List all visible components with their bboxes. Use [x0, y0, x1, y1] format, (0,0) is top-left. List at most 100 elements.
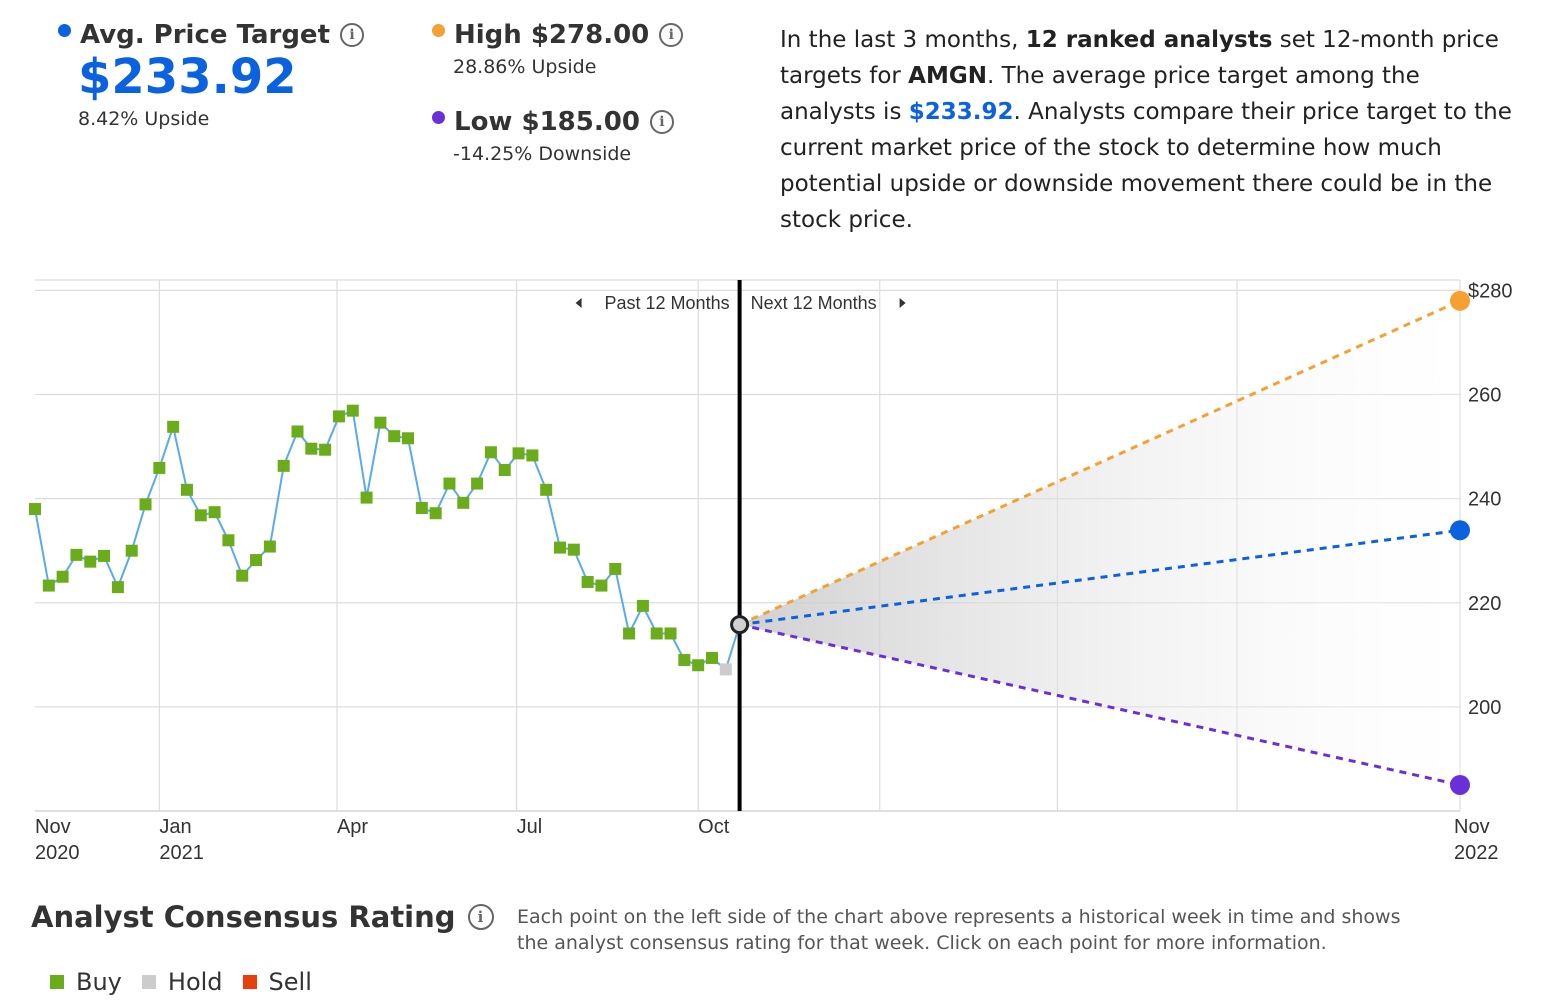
high-dot-icon: [432, 23, 445, 37]
rating-point-buy[interactable]: [540, 483, 553, 496]
legend-label: Buy: [76, 968, 122, 996]
rating-point-buy[interactable]: [664, 627, 677, 640]
rating-point-buy[interactable]: [595, 579, 608, 592]
rating-legend: Buy Hold Sell: [50, 968, 332, 996]
price-target-chart: $280 260 240 220 200 Nov 2020 Jan 2021 Apr Jul Oct N…: [29, 279, 1513, 864]
rating-point-buy[interactable]: [139, 498, 152, 511]
rating-point-buy[interactable]: [305, 442, 318, 455]
analyst-summary: In the last 3 months, 12 ranked analysts…: [780, 22, 1520, 238]
x-tick-label: Nov: [1454, 816, 1490, 838]
rating-point-buy[interactable]: [471, 477, 484, 490]
rating-point-buy[interactable]: [457, 496, 470, 509]
summary-text-3: . The average price target among the ana…: [780, 63, 1420, 125]
rating-point-buy[interactable]: [332, 410, 345, 423]
avg-price-target-label: Avg. Price Target: [80, 20, 330, 50]
rating-point-buy[interactable]: [636, 599, 649, 612]
rating-point-buy[interactable]: [98, 549, 111, 562]
avg-price-target-header: Avg. Price Target i: [58, 20, 364, 50]
rating-point-buy[interactable]: [56, 570, 69, 583]
rating-point-buy[interactable]: [402, 432, 415, 445]
legend-item-buy: Buy: [50, 968, 122, 996]
projection-point-avg[interactable]: [1450, 520, 1470, 541]
current-price-point[interactable]: [730, 615, 750, 635]
rating-point-buy[interactable]: [374, 416, 387, 429]
projection-point-high[interactable]: [1450, 290, 1470, 311]
x-tick-label: Oct: [698, 816, 730, 838]
projection-fan: [739, 300, 1460, 785]
rating-point-buy[interactable]: [250, 554, 263, 567]
x-tick-label: Nov: [35, 816, 71, 838]
rating-point-buy[interactable]: [42, 579, 55, 592]
rating-point-buy[interactable]: [567, 543, 580, 556]
info-icon[interactable]: i: [649, 110, 674, 134]
rating-point-buy[interactable]: [360, 491, 373, 504]
today-divider: [730, 280, 750, 811]
high-price-target-label: High $278.00: [454, 20, 650, 50]
next-12-months-label: Next 12 Months: [751, 293, 877, 313]
rating-point-buy[interactable]: [705, 651, 718, 664]
info-icon[interactable]: i: [467, 904, 494, 930]
rating-point-buy[interactable]: [443, 477, 456, 490]
projection-line-avg: [739, 528, 1461, 627]
rating-point-buy[interactable]: [29, 503, 41, 516]
rating-point-buy[interactable]: [153, 461, 166, 474]
axis-labels: $280 260 240 220 200 Nov 2020 Jan 2021 Apr Jul Oct N…: [35, 280, 1513, 864]
rating-point-buy[interactable]: [388, 430, 401, 443]
y-tick-label: 200: [1468, 697, 1501, 719]
rating-point-buy[interactable]: [346, 404, 359, 417]
avg-dot-icon: [58, 23, 71, 37]
rating-point-buy[interactable]: [111, 581, 124, 594]
rating-point-buy[interactable]: [512, 447, 525, 460]
info-icon[interactable]: i: [340, 23, 364, 47]
rating-point-buy[interactable]: [70, 548, 83, 561]
consensus-rating-label: Analyst Consensus Rating: [31, 900, 456, 934]
y-tick-label: $280: [1468, 280, 1513, 302]
rating-point-buy[interactable]: [484, 446, 497, 459]
summary-text-2: set 12-month price targets for: [780, 27, 1499, 89]
low-price-target: Low $185.00 i -14.25% Downside: [432, 107, 674, 165]
rating-point-buy[interactable]: [623, 627, 636, 640]
rating-point-buy[interactable]: [692, 659, 705, 672]
rating-points: [29, 404, 732, 676]
legend-swatch: [50, 975, 64, 989]
legend-label: Sell: [268, 968, 312, 996]
rating-point-buy[interactable]: [319, 443, 332, 456]
rating-point-buy[interactable]: [415, 502, 428, 515]
rating-point-buy[interactable]: [208, 506, 221, 519]
rating-point-buy[interactable]: [84, 555, 97, 568]
rating-point-buy[interactable]: [277, 459, 290, 472]
high-upside: 28.86% Upside: [453, 56, 597, 78]
low-downside: -14.25% Downside: [453, 143, 632, 165]
rating-point-buy[interactable]: [236, 569, 249, 582]
rating-point-buy[interactable]: [429, 507, 442, 520]
rating-point-hold[interactable]: [719, 663, 732, 676]
summary-ticker: AMGN: [908, 63, 987, 89]
rating-point-buy[interactable]: [180, 483, 193, 496]
rating-point-buy[interactable]: [291, 425, 304, 438]
rating-point-buy[interactable]: [581, 575, 594, 588]
rating-point-buy[interactable]: [263, 540, 276, 553]
rating-point-buy[interactable]: [526, 449, 539, 462]
rating-point-buy[interactable]: [222, 534, 235, 547]
arrow-left-icon: [575, 298, 582, 308]
rating-point-buy[interactable]: [678, 654, 691, 667]
rating-point-buy[interactable]: [498, 464, 511, 477]
x-tick-year: 2022: [1454, 842, 1499, 864]
rating-point-buy[interactable]: [650, 627, 663, 640]
past-12-months-label: Past 12 Months: [605, 293, 730, 313]
rating-point-buy[interactable]: [194, 509, 207, 522]
projection-end-points: [1450, 290, 1470, 795]
info-icon[interactable]: i: [659, 23, 684, 47]
rating-point-buy[interactable]: [167, 420, 180, 433]
consensus-rating-title: Analyst Consensus Rating i: [31, 900, 494, 934]
rating-point-buy[interactable]: [609, 562, 622, 575]
legend-item-sell: Sell: [242, 968, 312, 996]
rating-point-buy[interactable]: [554, 541, 566, 554]
projection-point-low[interactable]: [1450, 774, 1470, 795]
summary-avg-target: $233.92: [908, 99, 1014, 125]
legend-swatch: [141, 975, 156, 989]
legend-label: Hold: [167, 968, 223, 996]
x-tick-year: 2021: [159, 842, 204, 864]
price-history-line: [34, 409, 741, 672]
rating-point-buy[interactable]: [125, 544, 138, 557]
